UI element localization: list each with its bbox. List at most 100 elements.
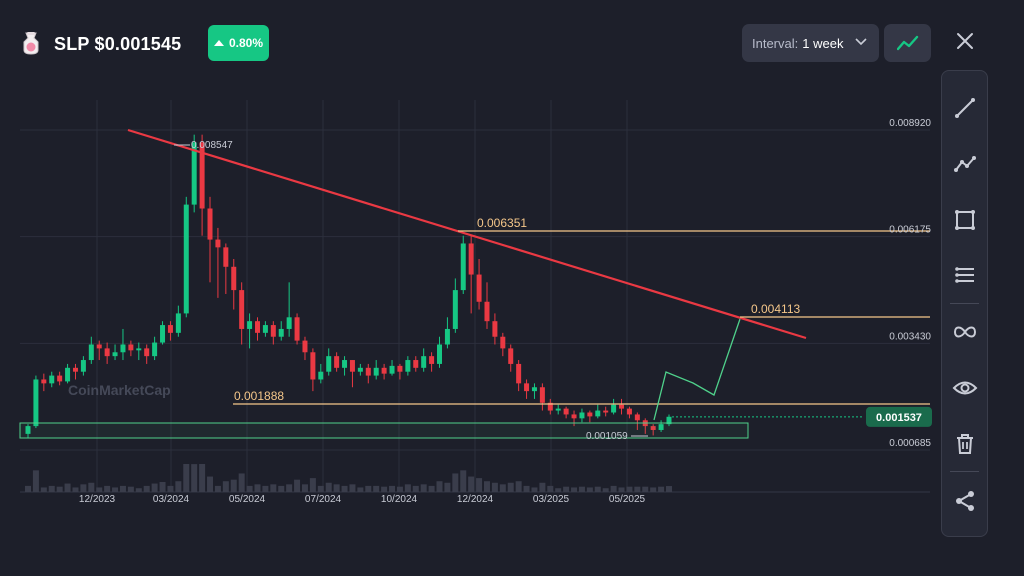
support-zone	[19, 422, 749, 439]
candle-body	[595, 410, 601, 417]
candle-body	[270, 325, 276, 337]
volume-bar	[658, 486, 665, 492]
y-tick-label: 0.006175	[889, 225, 931, 236]
horizontal-lines-icon	[954, 267, 974, 283]
candle-body	[421, 356, 427, 368]
delete-tool[interactable]	[942, 424, 987, 464]
volume-bar	[151, 483, 158, 492]
volume-bar	[499, 484, 506, 492]
volume-bar	[230, 479, 237, 492]
volume-bar	[610, 485, 617, 492]
volume-bar	[341, 485, 348, 492]
horizontal-lines-tool[interactable]	[942, 255, 987, 295]
volume-bar	[650, 487, 657, 492]
chart-grid	[20, 100, 930, 493]
drawings: 0.006351 0.004113 0.001888 0.008547 0.001059…	[19, 128, 932, 442]
x-tick-label: 05/2024	[229, 494, 266, 505]
share-tool[interactable]	[942, 481, 987, 521]
candle-body	[444, 328, 450, 345]
volume-bar	[119, 485, 126, 492]
volume-bar	[491, 482, 498, 492]
interval-value: 1 week	[802, 35, 844, 51]
magnet-tool[interactable]	[942, 312, 987, 352]
volume-bar	[428, 485, 435, 492]
volume-bar	[48, 485, 55, 492]
volume-bar	[571, 487, 578, 492]
candle-body	[207, 208, 213, 240]
candle-body	[144, 348, 150, 357]
candle-body	[231, 266, 237, 291]
candle-body	[96, 344, 102, 349]
volume-bar	[333, 484, 340, 492]
candle-body	[128, 344, 134, 351]
drawing-toolbar	[941, 70, 988, 537]
volume-bar	[547, 485, 554, 492]
toolbar-divider	[950, 471, 979, 472]
candle-body	[484, 301, 490, 322]
volume-bar	[278, 485, 285, 492]
high-label: 0.008547	[191, 140, 233, 151]
volume-bar	[507, 482, 514, 492]
candle-body	[247, 321, 253, 329]
chart-type-button[interactable]	[884, 24, 931, 62]
candle-body	[191, 142, 197, 205]
candle-body	[460, 243, 466, 291]
candle-body	[579, 412, 585, 419]
candle-body	[429, 356, 435, 364]
volume-bar	[468, 476, 475, 492]
price-change-badge: 0.80%	[208, 25, 269, 61]
candle-body	[666, 416, 672, 425]
volume-bar	[317, 485, 324, 492]
support-level-label: 0.001888	[234, 389, 284, 403]
interval-select[interactable]: Interval: 1 week	[742, 24, 879, 62]
volume-bar	[444, 482, 451, 492]
close-button[interactable]	[950, 26, 980, 56]
candle-body	[563, 408, 569, 415]
price-chart[interactable]: CoinMarketCap 0.0063510.0041130.0018880.…	[0, 100, 936, 510]
volume-bar	[373, 485, 380, 492]
x-tick-label: 12/2024	[457, 494, 494, 505]
candle-body	[120, 344, 126, 353]
x-tick-label: 03/2025	[533, 494, 570, 505]
visibility-tool[interactable]	[942, 368, 987, 408]
candle-body	[160, 325, 166, 343]
volume-bar	[254, 484, 261, 492]
candle-body	[587, 412, 593, 417]
candle-body	[626, 408, 632, 415]
candle-body	[476, 274, 482, 302]
volume-bar	[104, 485, 111, 492]
volume-bar	[199, 464, 206, 492]
candle-body	[65, 367, 71, 382]
candle-body	[611, 404, 617, 413]
candle-body	[286, 317, 292, 329]
trendline-icon	[954, 98, 975, 118]
candle-body	[634, 414, 640, 421]
candle-body	[33, 379, 39, 427]
line-chart-icon	[896, 35, 918, 51]
trash-icon	[956, 434, 973, 454]
volume-bars	[25, 464, 672, 492]
volume-bar	[238, 473, 245, 492]
candle-body	[136, 348, 142, 351]
trendline-tool[interactable]	[942, 88, 987, 128]
volume-bar	[642, 486, 649, 492]
low-label: 0.001059	[586, 431, 628, 442]
volume-bar	[309, 478, 316, 492]
y-tick-label: 0.008920	[889, 118, 931, 129]
candle-body	[452, 290, 458, 329]
candle-body	[49, 375, 55, 384]
candle-body	[334, 356, 340, 368]
polyline-tool[interactable]	[942, 144, 987, 184]
volume-bar	[56, 486, 63, 492]
candle-body	[294, 317, 300, 341]
polyline-icon	[953, 156, 976, 172]
candle-body	[389, 365, 395, 374]
volume-bar	[396, 486, 403, 492]
rectangle-tool[interactable]	[942, 200, 987, 240]
chevron-down-icon	[855, 38, 867, 46]
volume-bar	[594, 486, 601, 492]
volume-bar	[214, 485, 221, 492]
coin-icon	[18, 30, 44, 56]
candle-body	[88, 344, 94, 361]
candle-body	[492, 321, 498, 337]
